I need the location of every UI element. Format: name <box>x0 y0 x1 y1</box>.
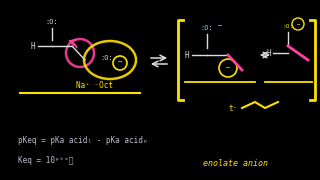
Text: −: − <box>218 23 222 29</box>
Text: Na⁺ ⁻Oct: Na⁺ ⁻Oct <box>76 80 114 89</box>
Text: −: − <box>296 21 300 26</box>
Text: Keq = 10ᵖᵏᵉᵠ: Keq = 10ᵖᵏᵉᵠ <box>18 156 73 165</box>
Text: t⁻: t⁻ <box>228 103 238 112</box>
Text: H: H <box>31 42 35 51</box>
Text: :O:: :O: <box>201 25 213 31</box>
Text: −: − <box>118 57 122 66</box>
Text: H: H <box>185 51 189 60</box>
Text: :O:: :O: <box>282 24 294 28</box>
Text: :O:: :O: <box>100 55 113 61</box>
Text: −: − <box>226 65 230 71</box>
Text: pKeq = pKa acidₗ - pKa acidₙ: pKeq = pKa acidₗ - pKa acidₙ <box>18 136 147 145</box>
Text: :O:: :O: <box>46 19 58 25</box>
Text: enolate anion: enolate anion <box>203 159 268 168</box>
Text: H: H <box>267 48 271 57</box>
